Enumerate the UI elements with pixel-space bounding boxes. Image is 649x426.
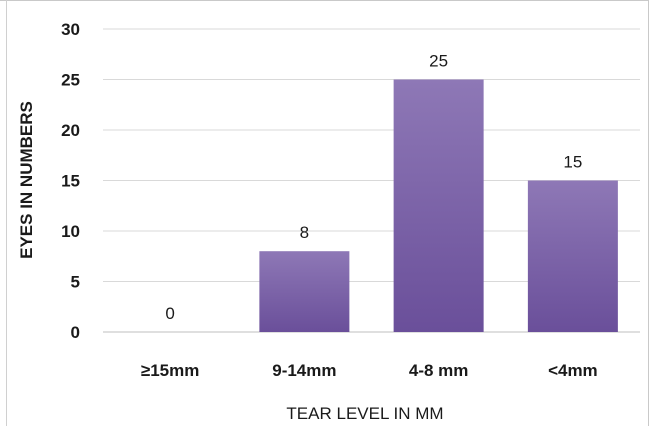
y-tick-label: 30 bbox=[61, 20, 80, 39]
y-axis-ticks: 0 5 10 15 20 25 30 bbox=[61, 20, 80, 342]
bar bbox=[259, 251, 350, 332]
x-axis-categories: ≥15mm 9-14mm 4-8 mm <4mm bbox=[141, 361, 598, 380]
y-tick-label: 0 bbox=[71, 323, 80, 342]
x-category-label: <4mm bbox=[548, 361, 598, 380]
bars bbox=[259, 79, 618, 332]
bar bbox=[527, 180, 618, 332]
y-tick-label: 25 bbox=[61, 71, 80, 90]
y-axis-title: EYES IN NUMBERS bbox=[17, 101, 36, 259]
data-label: 15 bbox=[563, 153, 582, 172]
x-category-label: 9-14mm bbox=[272, 361, 336, 380]
y-tick-label: 15 bbox=[61, 172, 80, 191]
x-axis-title: TEAR LEVEL IN MM bbox=[286, 404, 443, 423]
x-category-label: ≥15mm bbox=[141, 361, 199, 380]
bar bbox=[393, 79, 484, 332]
x-category-label: 4-8 mm bbox=[409, 361, 469, 380]
data-label: 25 bbox=[429, 52, 448, 71]
y-tick-label: 10 bbox=[61, 222, 80, 241]
figure-frame-left-edge bbox=[6, 0, 7, 426]
y-tick-label: 20 bbox=[61, 121, 80, 140]
data-label: 0 bbox=[165, 304, 174, 323]
y-tick-label: 5 bbox=[71, 273, 80, 292]
data-labels: 0 8 25 15 bbox=[165, 52, 582, 324]
data-label: 8 bbox=[300, 223, 309, 242]
gridlines bbox=[103, 28, 640, 333]
